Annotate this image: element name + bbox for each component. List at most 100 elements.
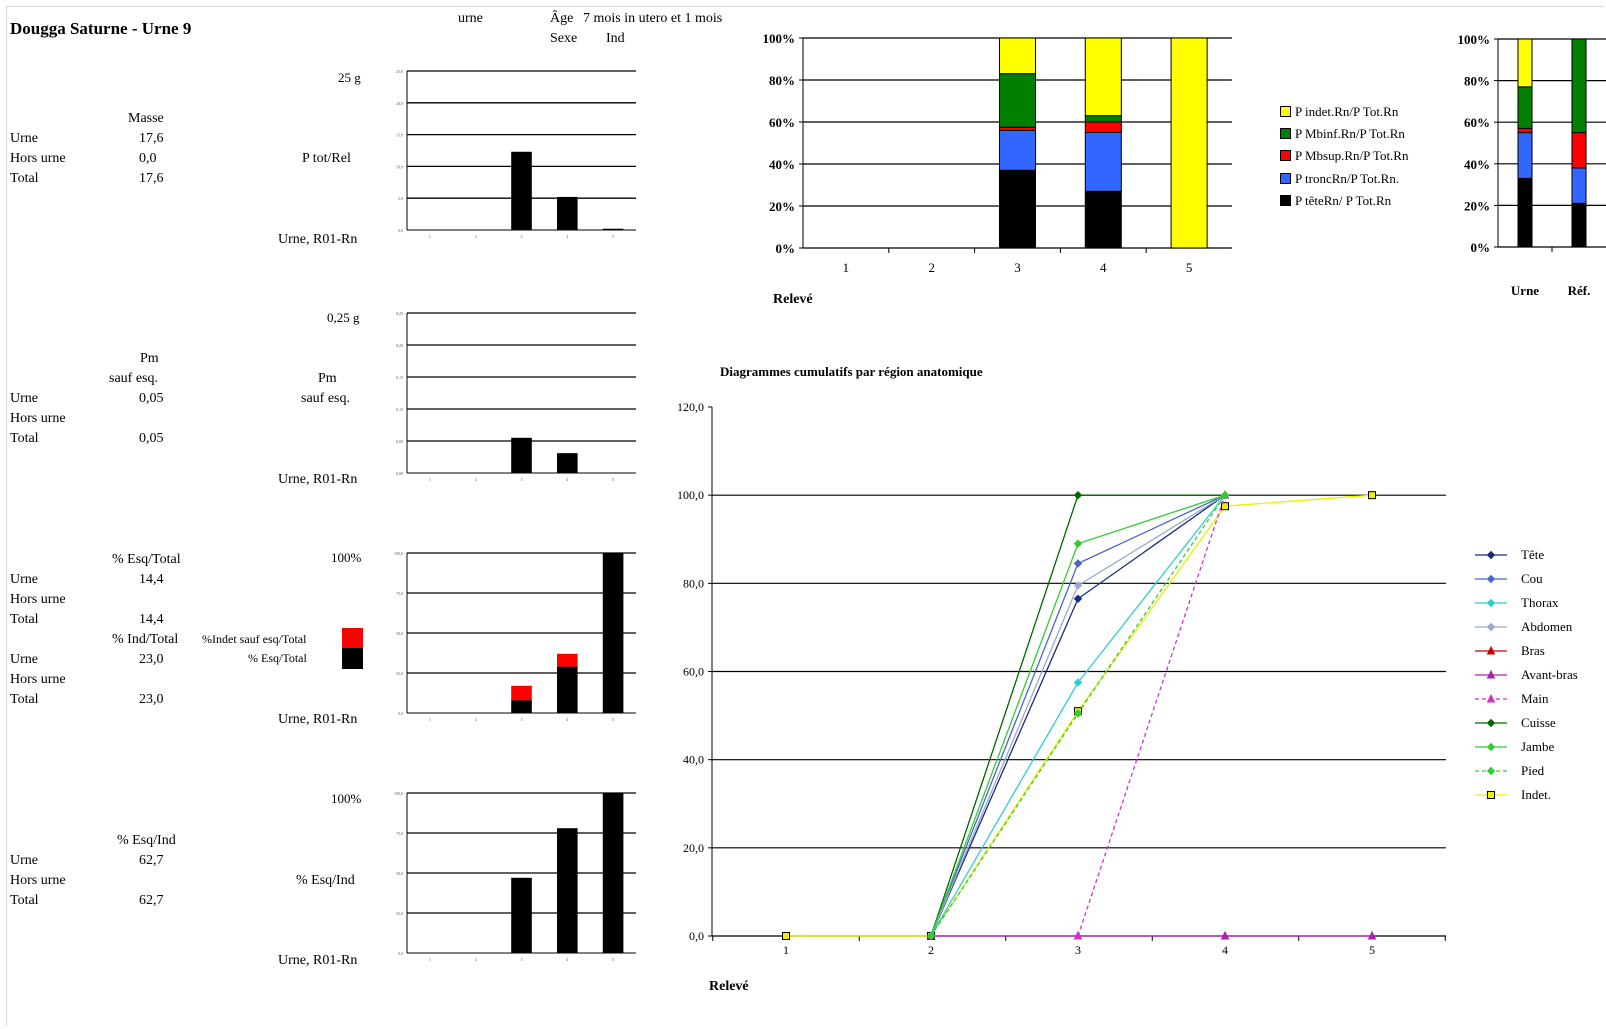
x-tick-label: 1 <box>429 957 431 962</box>
y-tick-label: 40% <box>769 157 795 172</box>
y-tick-label: 25,0 <box>396 69 403 75</box>
legend-marker <box>1486 622 1496 632</box>
bar-segment <box>1571 38 1587 134</box>
bar-segment <box>998 73 1037 128</box>
bar-segment <box>556 666 578 713</box>
cumulative-xlabel: Relevé <box>709 979 749 994</box>
bar <box>511 151 532 230</box>
bar-segment <box>1571 202 1587 248</box>
y-tick-label: 25,0 <box>396 671 403 677</box>
y-tick-label: 0,20 <box>396 343 403 349</box>
row-label-total: Total <box>10 692 39 707</box>
chart2-max-label: 0,25 g <box>327 310 360 325</box>
x-tick-label: Urne <box>1511 283 1539 298</box>
x-tick-label: 1 <box>429 717 431 722</box>
age-value: 7 mois in utero et 1 mois <box>583 11 723 26</box>
chart2-side-label-1: Pm <box>318 371 337 386</box>
sexe-value: Ind <box>606 31 625 46</box>
bar <box>556 453 578 473</box>
x-tick-label: 2 <box>475 957 477 962</box>
bar <box>602 228 624 230</box>
series-point <box>1073 559 1083 568</box>
y-tick-label: 0,0 <box>398 951 403 957</box>
y-tick-label: 100,0 <box>394 791 403 797</box>
legend-marker <box>1486 645 1496 655</box>
ind-total-total-value: 23,0 <box>139 692 164 707</box>
bar <box>602 793 624 953</box>
esq-total-header: % Esq/Total <box>112 552 181 567</box>
row-label-urne: Urne <box>10 652 38 667</box>
bar-segment <box>1517 132 1533 179</box>
stacked-legend-item: P Mbsup.Rn/P Tot.Rn <box>1280 148 1408 164</box>
legend-marker <box>1486 669 1496 679</box>
bar-segment <box>511 685 532 701</box>
y-tick-label: 20,0 <box>396 101 403 107</box>
bar <box>511 877 532 953</box>
y-tick-label: 80,0 <box>683 576 704 590</box>
y-tick-label: 0,15 <box>396 375 403 381</box>
masse-total-value: 17,6 <box>139 171 164 186</box>
legend-label-tronc: P troncRn/P Tot.Rn. <box>1295 171 1400 186</box>
legend-label-tete: P têteRn/ P Tot.Rn <box>1295 193 1392 208</box>
y-tick-label: 0,0 <box>398 228 403 234</box>
legend-label: Cuisse <box>1521 715 1556 730</box>
x-tick-label: 5 <box>612 717 614 722</box>
chart2-side-label-2: sauf esq. <box>301 391 350 406</box>
x-tick-label: 2 <box>475 717 477 722</box>
chart3-legend-black-swatch <box>342 648 363 669</box>
chart3-legend-red-label: %Indet sauf esq/Total <box>202 632 307 646</box>
x-tick-label: 4 <box>566 717 568 722</box>
x-tick-label: 1 <box>429 477 431 482</box>
row-label-hors-urne: Hors urne <box>10 592 66 607</box>
esq-total-total-value: 14,4 <box>139 612 164 627</box>
chart3-max-label: 100% <box>331 550 362 565</box>
bar-segment <box>556 653 578 667</box>
y-tick-label: 40,0 <box>683 753 704 767</box>
chart4-bottom-label: Urne, R01-Rn <box>278 953 358 968</box>
esq-ind-total-value: 62,7 <box>139 893 164 908</box>
x-tick-label: 5 <box>612 957 614 962</box>
legend-swatch-tronc <box>1280 173 1291 184</box>
series-point <box>1073 678 1083 687</box>
row-label-total: Total <box>10 431 39 446</box>
y-tick-label: 5,0 <box>398 196 403 202</box>
series-point <box>1220 930 1230 940</box>
bar-segment <box>1517 38 1533 88</box>
legend-marker <box>1486 693 1496 703</box>
legend-swatch-indet <box>1280 106 1291 117</box>
bar <box>556 828 578 953</box>
x-tick-label: 3 <box>521 717 523 722</box>
legend-label: Abdomen <box>1521 619 1573 634</box>
x-tick-label: 3 <box>521 477 523 482</box>
series-line <box>1077 494 1226 937</box>
urne-label: urne <box>458 11 483 26</box>
pm-total-value: 0,05 <box>139 431 164 446</box>
chart4-max-label: 100% <box>331 791 362 806</box>
legend-label: Cou <box>1521 571 1543 586</box>
x-tick-label: 4 <box>566 957 568 962</box>
chart2-bottom-label: Urne, R01-Rn <box>278 472 358 487</box>
bar-segment <box>998 37 1037 75</box>
y-tick-label: 0% <box>1471 240 1491 255</box>
legend-label: Thorax <box>1521 595 1559 610</box>
legend-swatch-mbinf <box>1280 128 1291 139</box>
x-tick-label: 2 <box>928 260 935 275</box>
sexe-label: Sexe <box>550 31 578 46</box>
chart3-legend-black-label: % Esq/Total <box>248 651 307 665</box>
legend-marker <box>1486 550 1496 560</box>
y-tick-label: 0% <box>776 241 796 256</box>
chart3-legend-red-swatch <box>342 628 363 648</box>
y-tick-label: 50,0 <box>396 871 403 877</box>
y-tick-label: 15,0 <box>396 133 403 139</box>
x-tick-label: 3 <box>1014 260 1021 275</box>
cumulative-title: Diagrammes cumulatifs par région anatomi… <box>720 364 983 379</box>
esq-ind-header: % Esq/Ind <box>117 833 176 848</box>
legend-marker <box>1487 791 1495 799</box>
row-label-urne: Urne <box>10 853 38 868</box>
bar-segment <box>1084 190 1122 249</box>
pm-header-2: sauf esq. <box>109 371 158 386</box>
y-tick-label: 120,0 <box>677 400 704 414</box>
series-point <box>1073 930 1083 940</box>
series-point <box>1073 594 1083 603</box>
legend-swatch-mbsup <box>1280 150 1291 161</box>
